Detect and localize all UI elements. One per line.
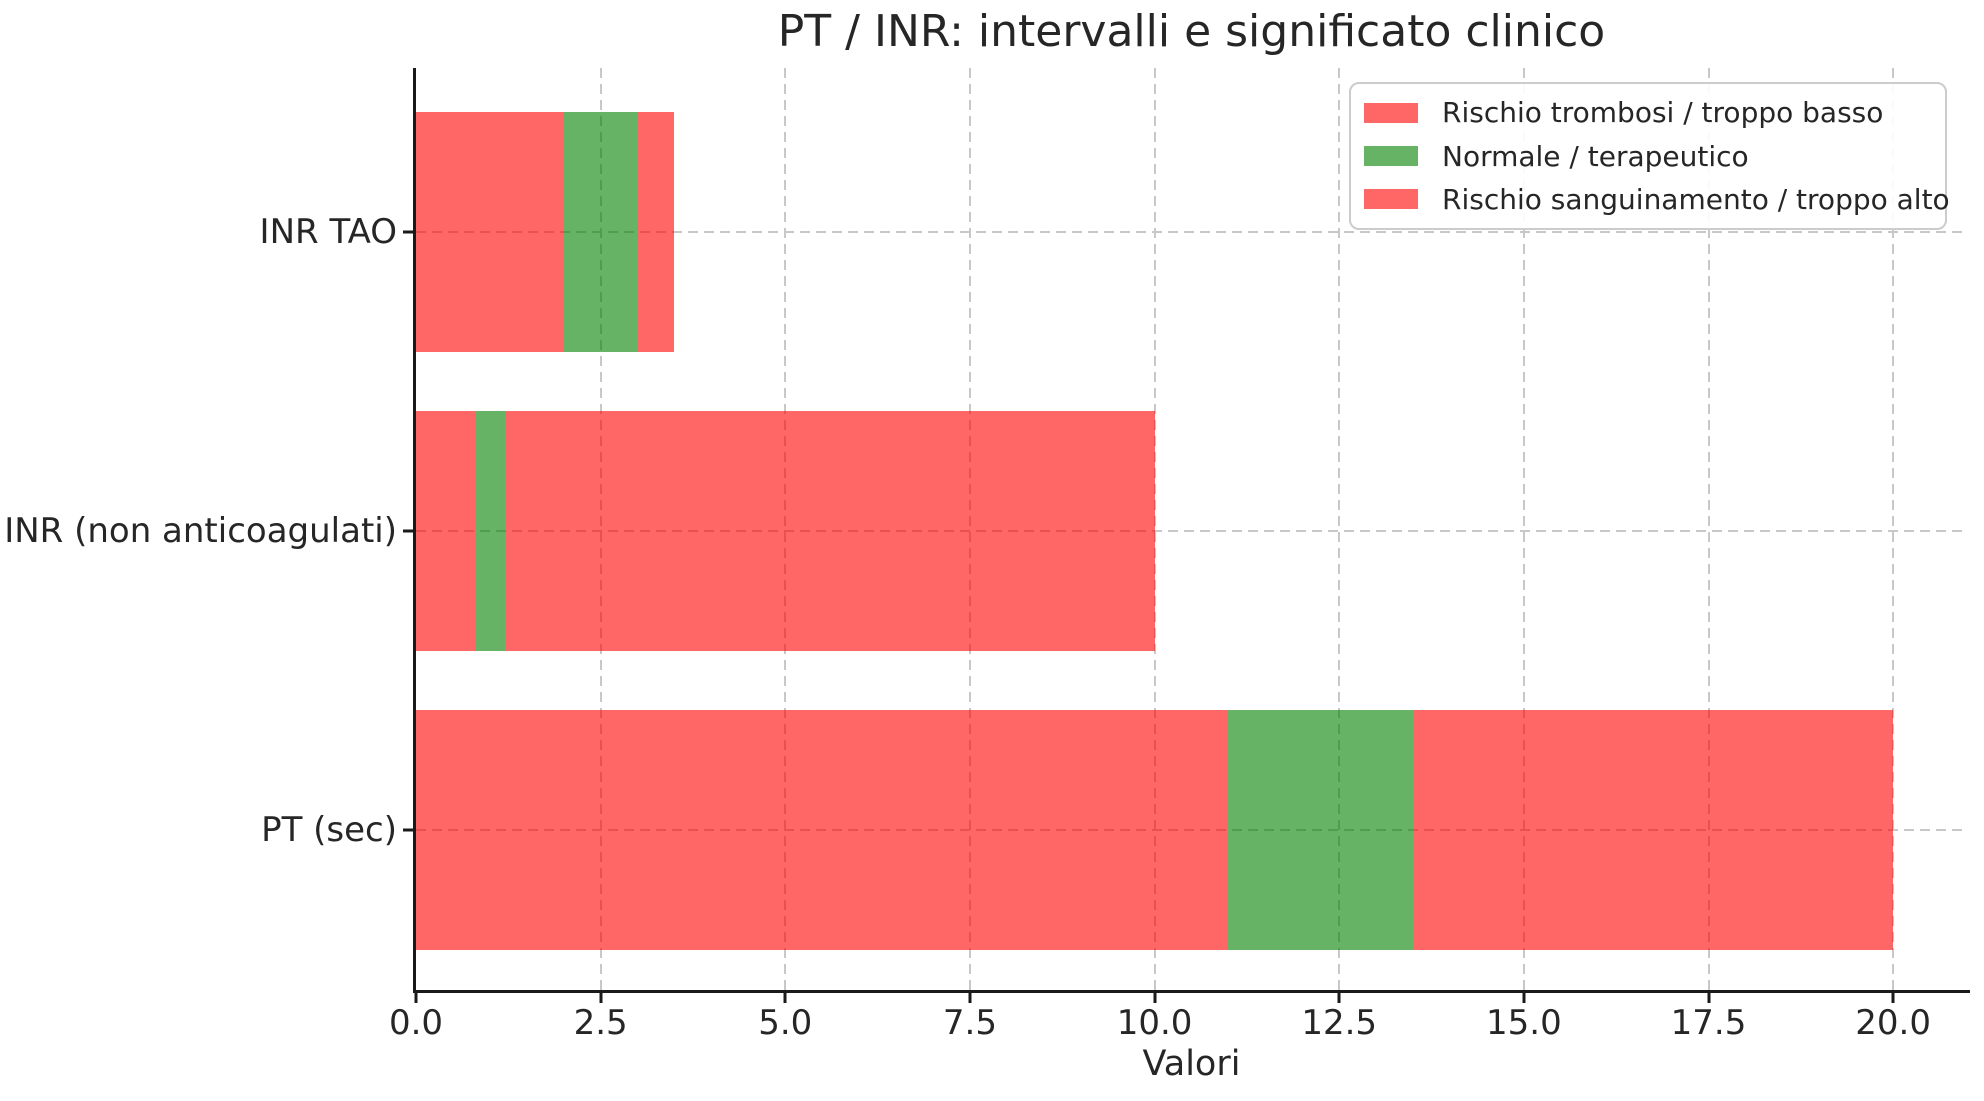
x-tick-mark (968, 993, 972, 1003)
bar-segment-normal (563, 112, 638, 352)
bar-segment-risk (637, 112, 675, 352)
gridline-vertical (1153, 68, 1156, 990)
legend-label: Rischio sanguinamento / troppo alto (1442, 182, 1950, 216)
legend: Rischio trombosi / troppo basso Normale /… (1349, 82, 1950, 230)
x-tick-label: 15.0 (1485, 1003, 1562, 1043)
gridline-vertical (1338, 68, 1341, 990)
x-tick-label: 20.0 (1855, 1003, 1931, 1043)
gridline-vertical (1522, 68, 1525, 990)
y-axis-spine (413, 68, 416, 993)
x-tick-label: 5.0 (758, 1003, 813, 1043)
gridline-horizontal (416, 231, 1967, 234)
bar-segment-risk (416, 710, 1229, 951)
x-axis-label: Valori (1142, 1044, 1241, 1084)
x-tick-label: 10.0 (1116, 1003, 1193, 1043)
x-axis: 0.0 2.5 5.0 7.5 10.0 12.5 15.0 17.5 20.0 (389, 990, 1967, 1100)
gridline-horizontal (416, 530, 1967, 533)
x-tick-label: 12.5 (1301, 1003, 1378, 1043)
x-tick-mark (1337, 993, 1341, 1003)
x-tick-mark (1707, 993, 1710, 1003)
y-tick-label: PT (sec) (261, 810, 397, 851)
y-tick-mark (403, 230, 413, 234)
bar-segment-risk (416, 112, 564, 352)
y-tick-label: INR (non anticoagulati) (4, 511, 397, 552)
y-tick-mark (403, 828, 413, 832)
legend-item: Normale / terapeutico (1364, 136, 1935, 177)
y-axis: INR TAO INR (non anticoagulati) PT (sec) (0, 68, 413, 990)
x-tick-mark (1891, 993, 1895, 1003)
gridline-vertical (1892, 68, 1895, 990)
bar-segment-normal (475, 411, 505, 651)
legend-swatch (1364, 189, 1418, 210)
legend-item: Rischio trombosi / troppo basso (1364, 92, 1935, 133)
y-tick-label: INR TAO (259, 212, 397, 253)
x-tick-mark (414, 993, 418, 1003)
x-tick-mark (599, 993, 603, 1003)
legend-swatch (1364, 102, 1418, 123)
x-tick-mark (783, 993, 787, 1003)
x-tick-label: 2.5 (573, 1003, 628, 1043)
x-tick-label: 7.5 (942, 1003, 997, 1043)
x-tick-label: 0.0 (388, 1003, 444, 1043)
legend-swatch (1364, 146, 1418, 166)
x-tick-label: 17.5 (1670, 1003, 1747, 1043)
chart-title: PT / INR: intervalli e significato clini… (777, 6, 1606, 57)
legend-label: Normale / terapeutico (1442, 139, 1749, 173)
legend-item: Rischio sanguinamento / troppo alto (1364, 179, 1950, 220)
gridline-vertical (1707, 68, 1710, 990)
bar-segment-risk (416, 411, 476, 651)
bar-segment-risk (504, 411, 1155, 651)
plot-area (416, 68, 1967, 990)
x-axis-spine (413, 990, 1970, 993)
x-tick-mark (1153, 993, 1157, 1003)
bar-row (416, 411, 1967, 651)
y-tick-mark (403, 529, 413, 533)
bar-row (416, 112, 1967, 352)
legend-label: Rischio trombosi / troppo basso (1442, 96, 1884, 130)
bar-segment-normal (1228, 710, 1414, 951)
x-tick-mark (1522, 993, 1526, 1003)
bar-row (416, 710, 1967, 951)
bar-segment-risk (1413, 710, 1894, 951)
